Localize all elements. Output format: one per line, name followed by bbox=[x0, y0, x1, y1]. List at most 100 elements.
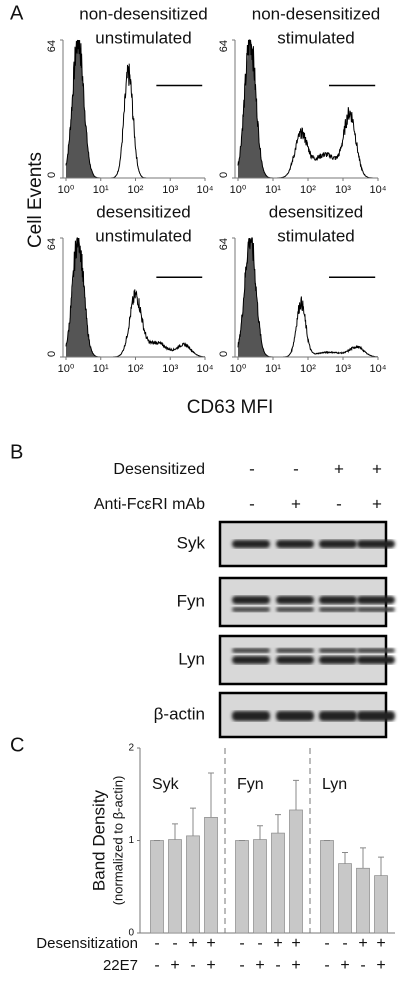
sign: + bbox=[206, 957, 215, 974]
sign: - bbox=[360, 957, 365, 974]
sign: - bbox=[275, 957, 280, 974]
histogram-line bbox=[237, 237, 378, 358]
band bbox=[319, 596, 357, 604]
sign: - bbox=[324, 935, 329, 952]
x-tick-label: 10¹ bbox=[93, 184, 109, 196]
error-bar bbox=[293, 779, 299, 810]
sign: + bbox=[334, 459, 344, 478]
y-tick-label: 64 bbox=[218, 40, 230, 52]
y-axis-label: (normalized to β-actin) bbox=[110, 776, 125, 906]
error-bar bbox=[208, 772, 214, 818]
x-tick-label: 10² bbox=[300, 184, 316, 196]
x-tick-label: 10² bbox=[300, 363, 316, 375]
band bbox=[357, 656, 395, 664]
bar bbox=[289, 809, 303, 934]
sign: + bbox=[376, 957, 385, 974]
y-tick-label: 64 bbox=[46, 238, 58, 250]
histogram-line bbox=[65, 237, 206, 358]
bar bbox=[356, 867, 370, 934]
bar bbox=[271, 832, 285, 934]
bar bbox=[204, 817, 218, 934]
x-tick-label: 10⁴ bbox=[370, 184, 387, 196]
sign: - bbox=[190, 957, 195, 974]
band bbox=[357, 648, 395, 653]
x-tick-label: 10¹ bbox=[265, 363, 281, 375]
blot-label: Lyn bbox=[178, 649, 205, 668]
band bbox=[232, 648, 270, 653]
y-tick-label: 0 bbox=[128, 928, 134, 939]
band bbox=[232, 711, 270, 721]
band bbox=[319, 607, 357, 612]
sign: + bbox=[170, 957, 179, 974]
band bbox=[319, 540, 357, 548]
x-tick-label: 10⁰ bbox=[58, 184, 75, 196]
blot-label: Syk bbox=[177, 533, 206, 552]
x-tick-label: 10⁰ bbox=[230, 184, 247, 196]
sign: - bbox=[154, 957, 159, 974]
panel-label: A bbox=[10, 2, 24, 24]
panel-label: C bbox=[10, 734, 24, 756]
sign: - bbox=[324, 957, 329, 974]
plot-title: desensitized bbox=[96, 202, 191, 221]
y-axis-label: Band Density bbox=[89, 789, 108, 891]
band bbox=[276, 596, 314, 604]
histogram-fill bbox=[66, 40, 205, 178]
band bbox=[232, 607, 270, 612]
y-tick-label: 64 bbox=[46, 40, 58, 52]
band bbox=[232, 540, 270, 548]
row-label: Anti-FcεRI mAb bbox=[94, 496, 205, 513]
x-tick-label: 10² bbox=[128, 184, 144, 196]
sign: - bbox=[336, 494, 342, 513]
plot-title: non-desensitized bbox=[252, 4, 381, 23]
error-bar bbox=[342, 852, 348, 864]
x-tick-label: 10³ bbox=[335, 363, 351, 375]
error-bar bbox=[275, 814, 281, 834]
band bbox=[232, 656, 270, 664]
sign: + bbox=[291, 935, 300, 952]
x-tick-label: 10⁰ bbox=[58, 363, 75, 375]
group-label: Syk bbox=[152, 776, 180, 793]
x-axis-label: CD63 MFI bbox=[187, 397, 274, 418]
sign: - bbox=[249, 459, 255, 478]
x-tick-label: 10⁴ bbox=[370, 363, 387, 375]
group-label: Lyn bbox=[322, 776, 347, 793]
band bbox=[357, 540, 395, 548]
x-tick-label: 10⁴ bbox=[197, 363, 214, 375]
bar bbox=[150, 840, 164, 934]
y-tick-label: 1 bbox=[128, 835, 134, 846]
x-tick-label: 10³ bbox=[162, 363, 178, 375]
band bbox=[276, 648, 314, 653]
bar bbox=[168, 839, 182, 934]
band bbox=[357, 711, 395, 721]
error-bar bbox=[360, 847, 366, 869]
plot-title: desensitized bbox=[269, 202, 364, 221]
plot-title: non-desensitized bbox=[79, 4, 208, 23]
band bbox=[276, 607, 314, 612]
bar bbox=[338, 863, 352, 934]
sign: + bbox=[372, 459, 382, 478]
x-tick-label: 10¹ bbox=[93, 363, 109, 375]
x-tick-label: 10² bbox=[128, 363, 144, 375]
blot-label: β-actin bbox=[154, 704, 205, 723]
y-tick-label: 2 bbox=[128, 743, 134, 754]
x-tick-label: 10⁴ bbox=[197, 184, 214, 196]
y-tick-label: 0 bbox=[218, 351, 230, 357]
sign: - bbox=[257, 935, 262, 952]
band bbox=[357, 607, 395, 612]
y-tick-label: 0 bbox=[46, 351, 58, 357]
plot-title: unstimulated bbox=[95, 226, 191, 245]
band bbox=[319, 711, 357, 721]
sign: + bbox=[358, 935, 367, 952]
bar bbox=[186, 835, 200, 934]
sign: + bbox=[188, 935, 197, 952]
plot-title: stimulated bbox=[277, 28, 354, 47]
sign: + bbox=[340, 957, 349, 974]
error-bar bbox=[378, 856, 384, 876]
band bbox=[232, 596, 270, 604]
sign: + bbox=[291, 494, 301, 513]
y-tick-label: 0 bbox=[46, 172, 58, 178]
group-label: Fyn bbox=[237, 776, 264, 793]
bar bbox=[320, 840, 334, 934]
sign: - bbox=[172, 935, 177, 952]
